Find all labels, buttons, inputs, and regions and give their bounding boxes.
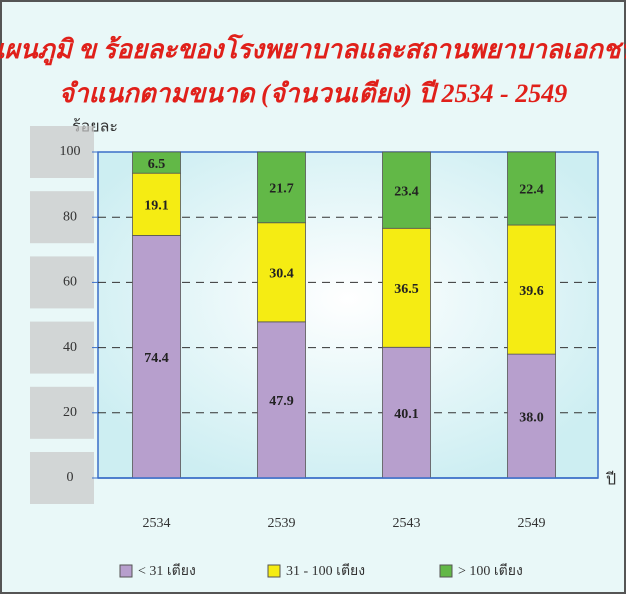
legend-swatch bbox=[119, 564, 133, 578]
chart-title: แผนภูมิ ข ร้อยละของโรงพยาบาลและสถานพยาบา… bbox=[0, 33, 626, 66]
bar-segment bbox=[382, 346, 431, 479]
data-label: 21.7 bbox=[269, 182, 294, 197]
x-tick-label: 2543 bbox=[393, 516, 421, 531]
legend-swatch bbox=[439, 564, 453, 578]
bar-segment bbox=[132, 235, 181, 479]
data-label: 47.9 bbox=[269, 394, 294, 409]
legend-label: > 100 เตียง bbox=[458, 563, 523, 579]
bar-segment bbox=[257, 151, 306, 224]
bar-segment bbox=[382, 151, 431, 229]
data-label: 38.0 bbox=[519, 410, 544, 425]
bar-segment bbox=[507, 353, 556, 479]
y-tick-label: 60 bbox=[63, 275, 77, 290]
legend-label: 31 - 100 เตียง bbox=[286, 563, 365, 579]
chart-title: จำแนกตามขนาด (จำนวนเตียง) ปี 2534 - 2549 bbox=[59, 79, 567, 108]
data-label: 36.5 bbox=[394, 282, 419, 297]
legend-swatch bbox=[267, 564, 281, 578]
tick-box bbox=[30, 452, 94, 504]
data-label: 19.1 bbox=[144, 199, 169, 214]
data-label: 23.4 bbox=[394, 184, 419, 199]
data-label: 40.1 bbox=[394, 407, 419, 422]
data-label: 30.4 bbox=[269, 267, 294, 282]
data-label: 74.4 bbox=[144, 351, 169, 366]
tick-box bbox=[30, 126, 94, 178]
x-tick-label: 2539 bbox=[268, 516, 296, 531]
tick-box bbox=[30, 321, 94, 374]
y-tick-label: 40 bbox=[63, 340, 77, 355]
tick-box bbox=[30, 386, 94, 439]
y-tick-label: 100 bbox=[60, 144, 81, 159]
bar-segment bbox=[132, 151, 181, 174]
data-label: 6.5 bbox=[148, 157, 166, 172]
x-tick-label: 2534 bbox=[143, 516, 171, 531]
bar-segment bbox=[132, 172, 181, 236]
x-axis-label: ปี bbox=[606, 471, 617, 489]
tick-box bbox=[30, 191, 94, 244]
tick-box bbox=[30, 256, 94, 309]
x-tick-label: 2549 bbox=[518, 516, 546, 531]
bar-segment bbox=[507, 224, 556, 355]
bar-segment bbox=[507, 151, 556, 226]
legend-label: < 31 เตียง bbox=[138, 563, 196, 579]
y-tick-label: 0 bbox=[67, 470, 74, 485]
data-label: 22.4 bbox=[519, 183, 544, 198]
y-tick-label: 20 bbox=[63, 405, 77, 420]
y-tick-label: 80 bbox=[63, 209, 77, 224]
bar-segment bbox=[257, 222, 306, 323]
bar-segment bbox=[382, 227, 431, 348]
data-label: 39.6 bbox=[519, 284, 544, 299]
bar-segment bbox=[257, 321, 306, 479]
